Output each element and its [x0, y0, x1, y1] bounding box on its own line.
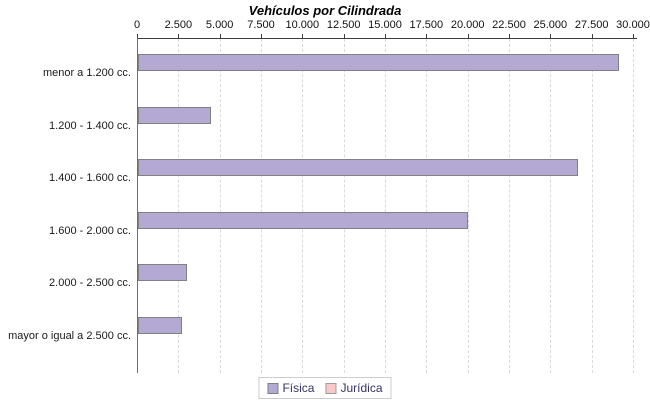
value-axis-tick-label: 17.500 [409, 19, 444, 31]
value-axis-tick-mark [591, 34, 593, 38]
gridline [550, 39, 552, 373]
category-label: 1.200 - 1.400 cc. [49, 119, 131, 132]
chart-title: Vehículos por Cilindrada [248, 3, 402, 18]
category-label: mayor o igual a 2.500 cc. [8, 330, 131, 342]
value-axis-tick-label: 12.500 [326, 19, 361, 31]
value-axis-tick-mark [633, 34, 634, 38]
value-axis-tick-mark [343, 34, 345, 38]
value-axis-tick-mark [302, 34, 304, 38]
value-axis-line [137, 38, 637, 39]
gridline [467, 39, 469, 373]
gridline [633, 39, 634, 373]
value-axis-tick-mark [385, 34, 386, 38]
value-axis-tick-label: 27.500 [574, 19, 609, 31]
bar-física [138, 264, 187, 282]
bar-física [138, 54, 619, 71]
value-axis-tick-mark [467, 34, 469, 38]
legend-item-jurídica: Jurídica [325, 381, 383, 395]
gridline [343, 39, 345, 373]
value-axis-tick-label: 15.000 [368, 19, 402, 31]
category-label: 1.600 - 2.000 cc. [49, 224, 131, 237]
category-label: 1.400 - 1.600 cc. [49, 172, 131, 185]
value-axis-tick-label: 5.000 [205, 19, 234, 31]
category-label: menor a 1.200 cc. [42, 67, 131, 79]
category-axis-line [137, 38, 138, 373]
value-axis-tick-label: 2.500 [164, 19, 193, 31]
value-axis-tick-label: 0 [133, 19, 141, 31]
gridline [591, 39, 593, 373]
bar-física [138, 317, 182, 334]
legend-label: Jurídica [340, 381, 383, 395]
bar-física [138, 106, 211, 124]
value-axis-tick-label: 30.000 [616, 19, 650, 31]
value-axis-tick-mark [137, 34, 138, 38]
bar-física [138, 159, 578, 177]
value-axis-tick-mark [261, 34, 262, 38]
gridline [509, 39, 510, 373]
value-axis-tick-label: 10.000 [285, 19, 320, 31]
legend-item-física: Física [267, 381, 314, 395]
value-axis-tick-label: 25.000 [533, 19, 568, 31]
gridline [302, 39, 304, 373]
gridline [219, 39, 221, 373]
value-axis-tick-mark [178, 34, 180, 38]
legend-swatch-física [267, 382, 279, 394]
gridline [178, 39, 180, 373]
legend: Física Jurídica [258, 377, 392, 399]
bar-física [138, 211, 468, 229]
legend-swatch-jurídica [325, 382, 337, 394]
category-label: 2.000 - 2.500 cc. [49, 277, 131, 290]
legend-label: Física [282, 381, 315, 395]
value-axis-tick-label: 22.500 [492, 19, 526, 31]
gridline [385, 39, 386, 373]
value-axis-tick-mark [426, 34, 428, 38]
value-axis-tick-mark [219, 34, 221, 38]
gridline [426, 39, 428, 373]
value-axis-tick-label: 20.000 [450, 19, 485, 31]
gridline [261, 39, 262, 373]
value-axis-tick-label: 7.500 [247, 19, 275, 31]
value-axis-tick-mark [550, 34, 552, 38]
value-axis-tick-mark [509, 34, 510, 38]
